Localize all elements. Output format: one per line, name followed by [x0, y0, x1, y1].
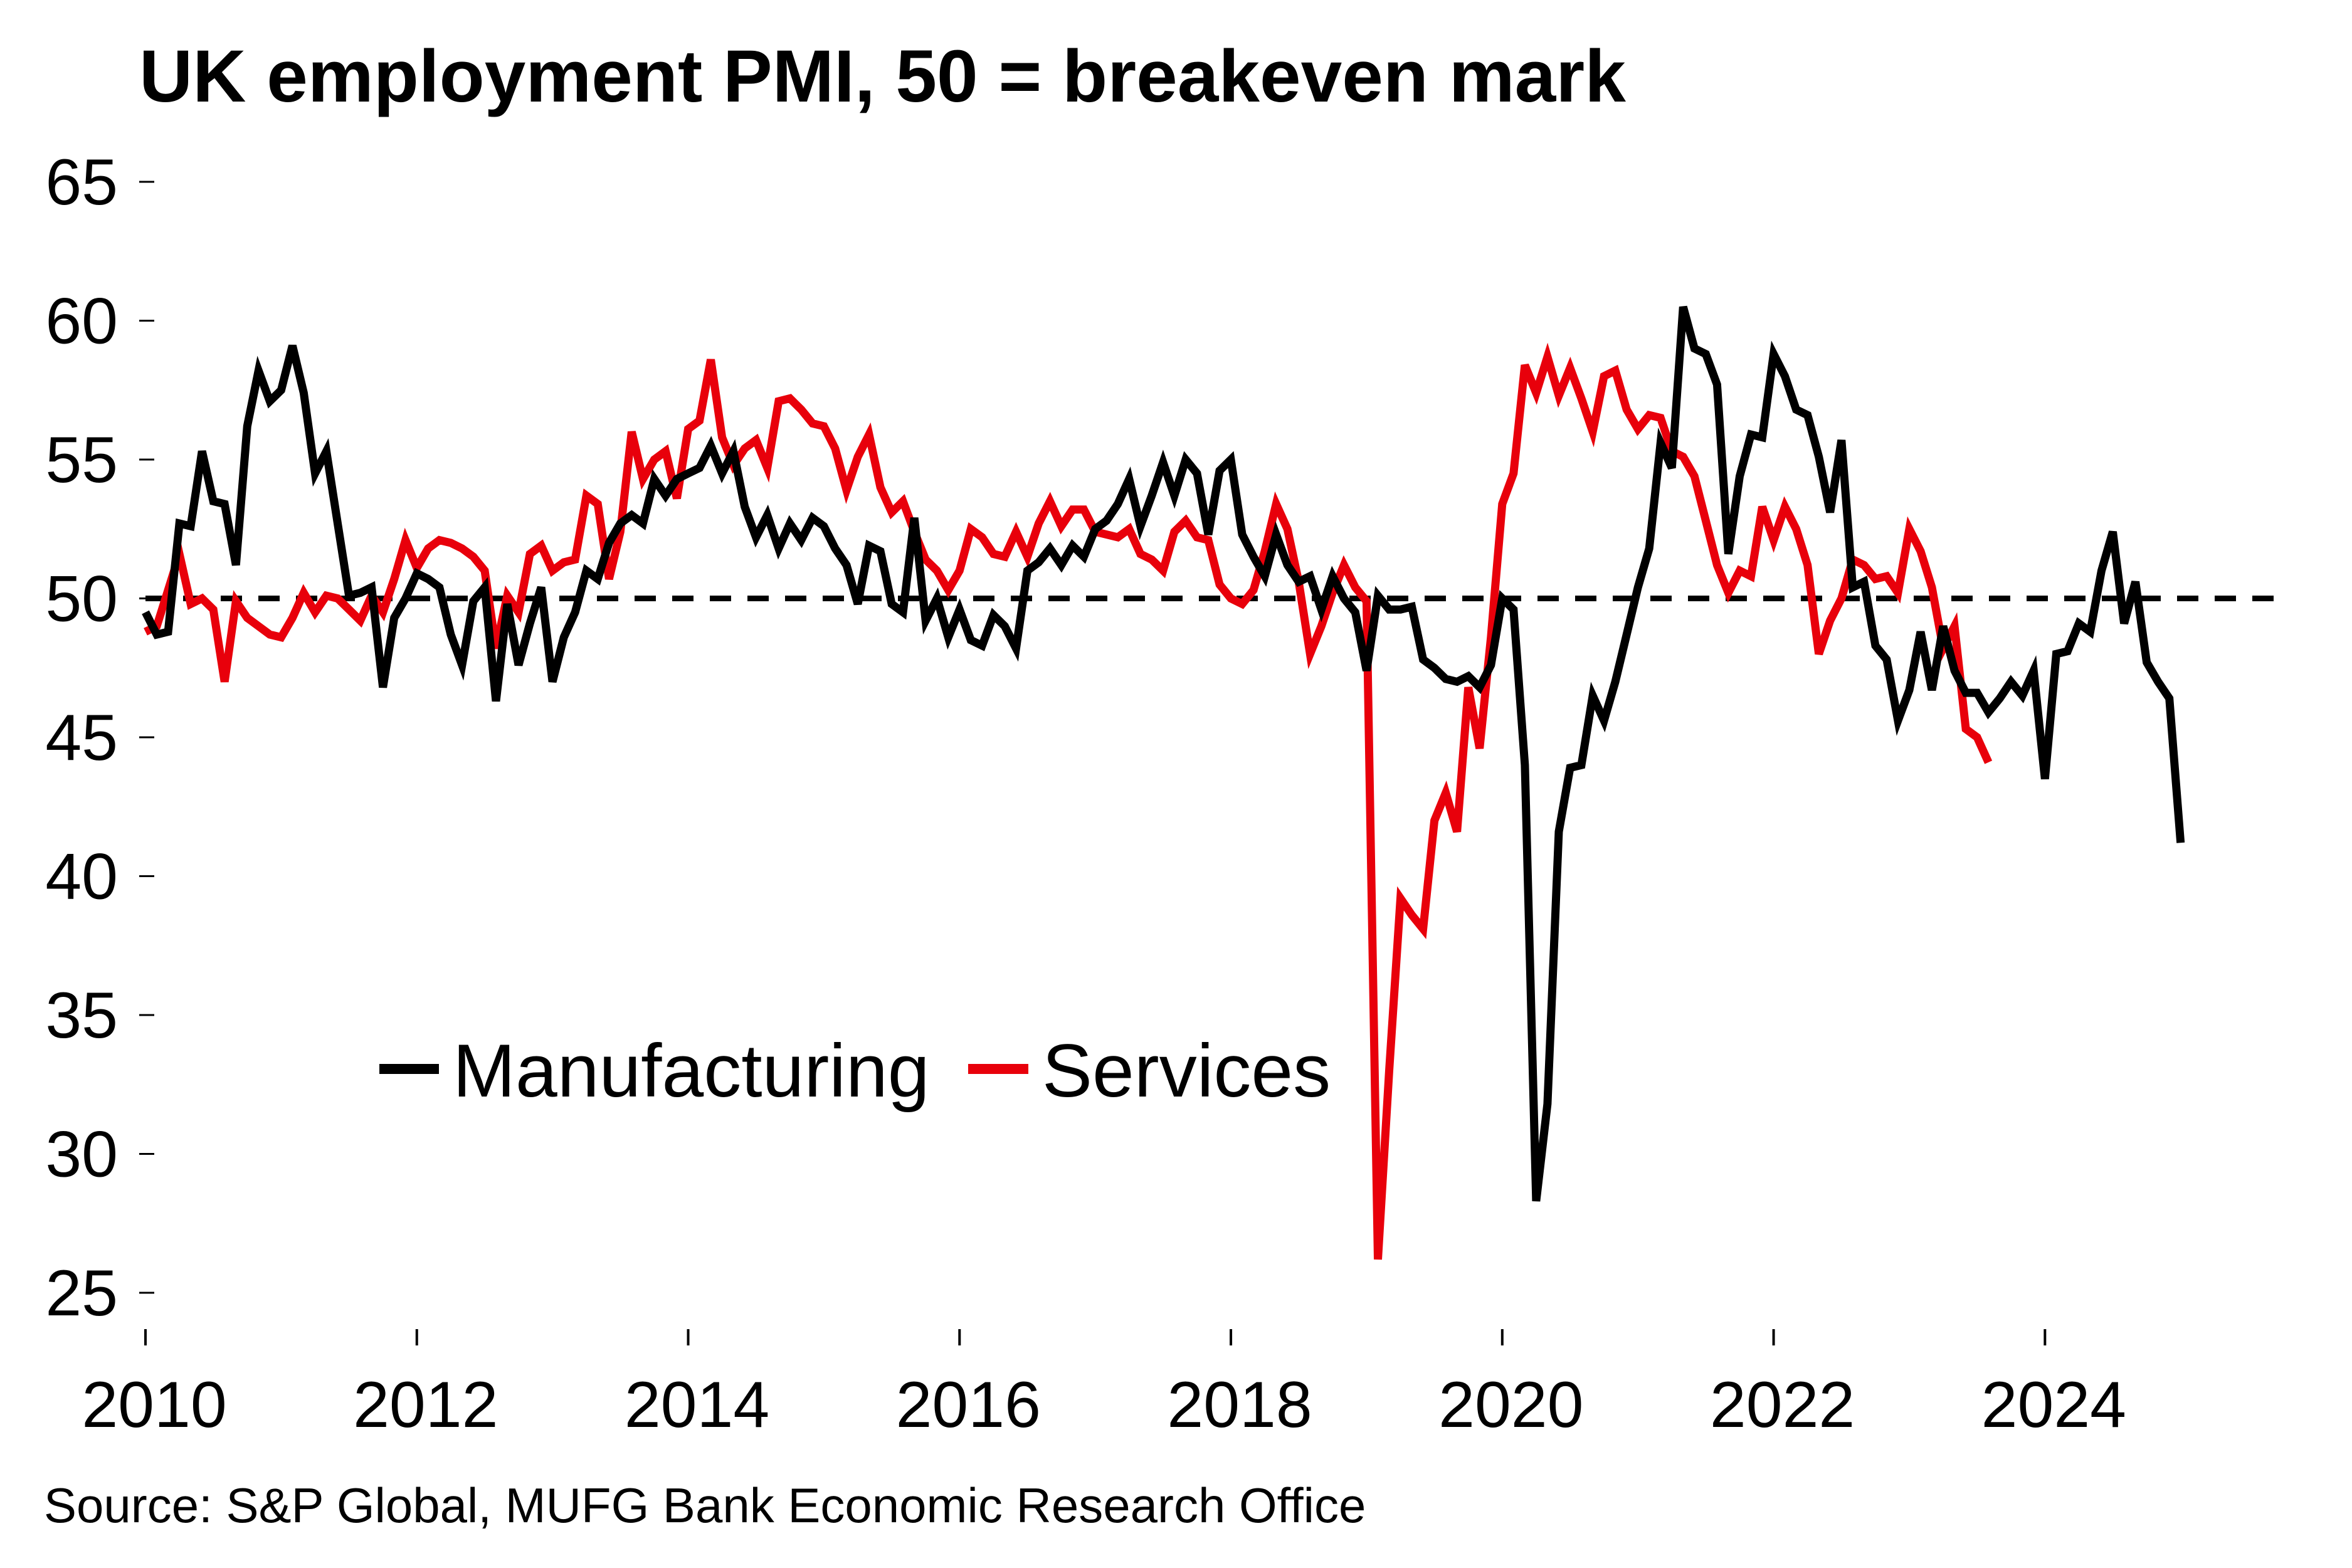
- y-tick-label: 35: [45, 979, 118, 1052]
- y-tick-label: 30: [45, 1118, 118, 1191]
- legend-label-services: Services: [1042, 1029, 1331, 1113]
- x-tick-label: 2014: [625, 1369, 769, 1441]
- y-axis: 25 30 35 40 45 50 55 60 65: [45, 146, 154, 1330]
- x-axis: 2010 2012 2014 2016 2018 2020 2022 2024: [82, 1329, 2282, 1441]
- series-layer: [142, 305, 2185, 1260]
- legend-label-manufacturing: Manufacturing: [453, 1029, 929, 1113]
- x-tick-label: 2010: [82, 1369, 226, 1441]
- x-tick-label: 2012: [353, 1369, 498, 1441]
- y-tick-label: 55: [45, 424, 118, 497]
- x-tick-label: 2016: [896, 1369, 1041, 1441]
- x-tick-label: 2024: [1981, 1369, 2126, 1441]
- x-tick-label: 2022: [1710, 1369, 1855, 1441]
- legend: Manufacturing Services: [379, 1029, 1331, 1113]
- source-note: Source: S&P Global, MUFG Bank Economic R…: [44, 1478, 1366, 1533]
- y-tick-label: 65: [45, 146, 118, 219]
- y-tick-label: 60: [45, 285, 118, 358]
- x-tick-label: 2018: [1167, 1369, 1312, 1441]
- y-tick-label: 50: [45, 563, 118, 636]
- y-tick-label: 45: [45, 702, 118, 774]
- y-tick-label: 25: [45, 1257, 118, 1330]
- y-tick-label: 40: [45, 841, 118, 913]
- series-line-manufacturing: [142, 305, 2185, 1202]
- series-line-services: [144, 342, 1993, 1260]
- chart-title: UK employment PMI, 50 = breakeven mark: [139, 35, 1626, 118]
- x-tick-label: 2020: [1438, 1369, 1583, 1441]
